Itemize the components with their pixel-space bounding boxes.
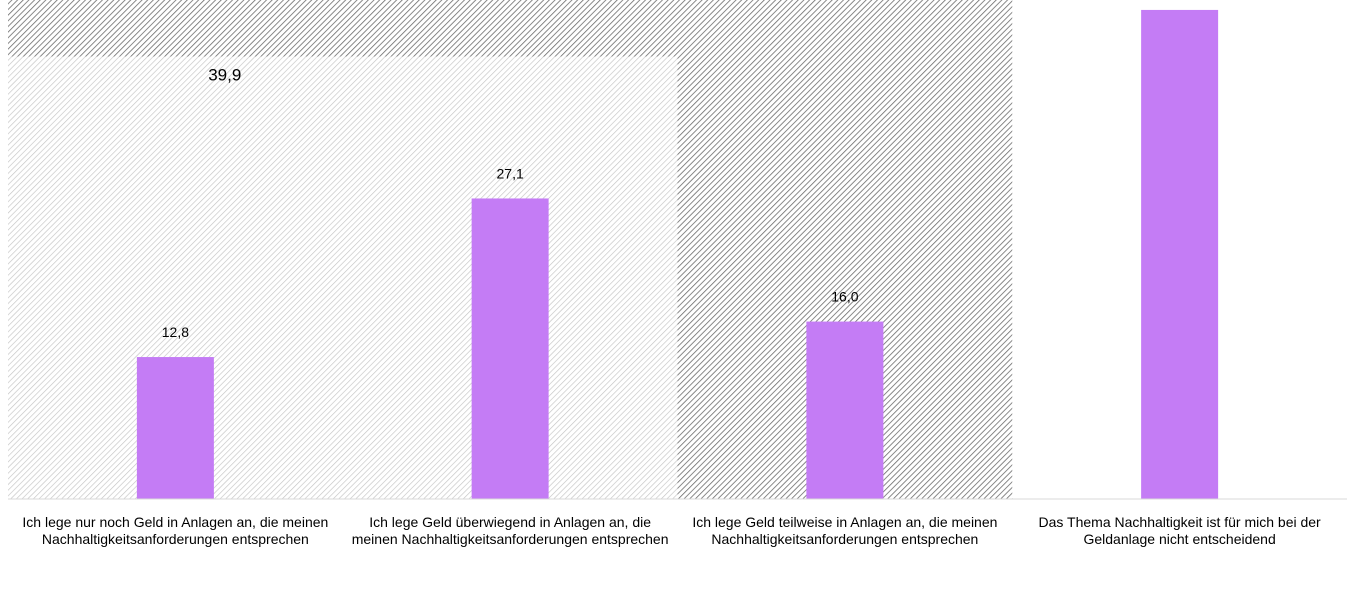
category-label-0: Ich lege nur noch Geld in Anlagen an, di…: [22, 514, 329, 547]
bar-2: [806, 321, 884, 499]
group-area-1: [8, 56, 678, 499]
group-label-1: 39,9: [208, 66, 241, 85]
bar-3: [1141, 9, 1219, 499]
category-label-1: Ich lege Geld überwiegend in Anlagen an,…: [351, 514, 669, 547]
bar-value-label-1: 27,1: [497, 165, 524, 181]
bar-value-label-2: 16,0: [831, 289, 858, 305]
bar-0: [136, 357, 214, 499]
bar-value-label-0: 12,8: [162, 324, 189, 340]
category-label-3: Das Thema Nachhaltigkeit ist für mich be…: [1038, 514, 1321, 547]
bar-1: [471, 198, 549, 499]
category-label-2: Ich lege Geld teilweise in Anlagen an, d…: [692, 514, 998, 547]
